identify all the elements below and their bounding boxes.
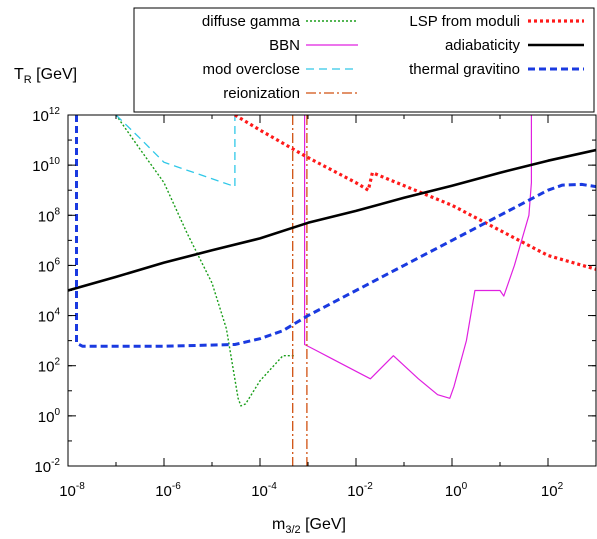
y-tick-label: 100 — [38, 407, 61, 426]
x-tick-label: 10-8 — [59, 481, 85, 500]
y-tick-label: 1012 — [32, 106, 60, 125]
x-axis-title: m3/2 [GeV] — [272, 516, 346, 536]
legend: diffuse gamma BBN mod overclose reionizatio… — [133, 7, 595, 113]
y-tick-label: 10-2 — [34, 457, 60, 476]
x-axis-title-main: m — [272, 516, 285, 533]
series-mod-overclose-line — [115, 115, 236, 188]
x-tick-label: 10-4 — [251, 481, 277, 500]
legend-label-adiabaticity: adiabaticity — [445, 37, 521, 54]
legend-label-mod-overclose: mod overclose — [202, 61, 300, 78]
x-axis-title-unit: [GeV] — [301, 516, 346, 533]
ticks-layer: 10-8 10-6 10-4 10-2 100 102 10-2 100 102 104 106 10… — [32, 106, 597, 500]
y-axis-title-unit: [GeV] — [32, 66, 77, 83]
legend-label-diffuse-gamma: diffuse gamma — [202, 13, 301, 30]
y-axis-title: TR [GeV] — [14, 66, 77, 86]
y-tick-label: 104 — [38, 307, 61, 326]
series-LSP-from-moduli-line — [234, 115, 596, 271]
y-tick-label: 102 — [38, 357, 61, 376]
x-axis-title-sub: 3/2 — [285, 524, 300, 536]
x-tick-label: 102 — [541, 481, 564, 500]
legend-box — [133, 7, 595, 113]
x-tick-label: 10-6 — [155, 481, 181, 500]
y-tick-label: 106 — [38, 256, 61, 275]
y-axis-title-main: T — [14, 66, 24, 83]
x-tick-label: 100 — [445, 481, 468, 500]
y-tick-label: 1010 — [32, 156, 60, 175]
y-axis-title-sub: R — [24, 74, 32, 86]
series-BBN-line — [304, 115, 532, 399]
x-tick-label: 10-2 — [347, 481, 373, 500]
series-thermal-gravitino-line — [75, 115, 596, 348]
series-adiabaticity-line — [68, 148, 596, 292]
legend-label-BBN: BBN — [269, 37, 300, 54]
legend-label-thermal-gravitino: thermal gravitino — [409, 61, 520, 78]
legend-label-reionization: reionization — [223, 85, 300, 102]
y-tick-label: 108 — [38, 206, 61, 225]
legend-label-LSP-from-moduli: LSP from moduli — [409, 13, 520, 30]
series-layer — [68, 115, 596, 466]
series-diffuse-gamma-line — [115, 115, 295, 407]
